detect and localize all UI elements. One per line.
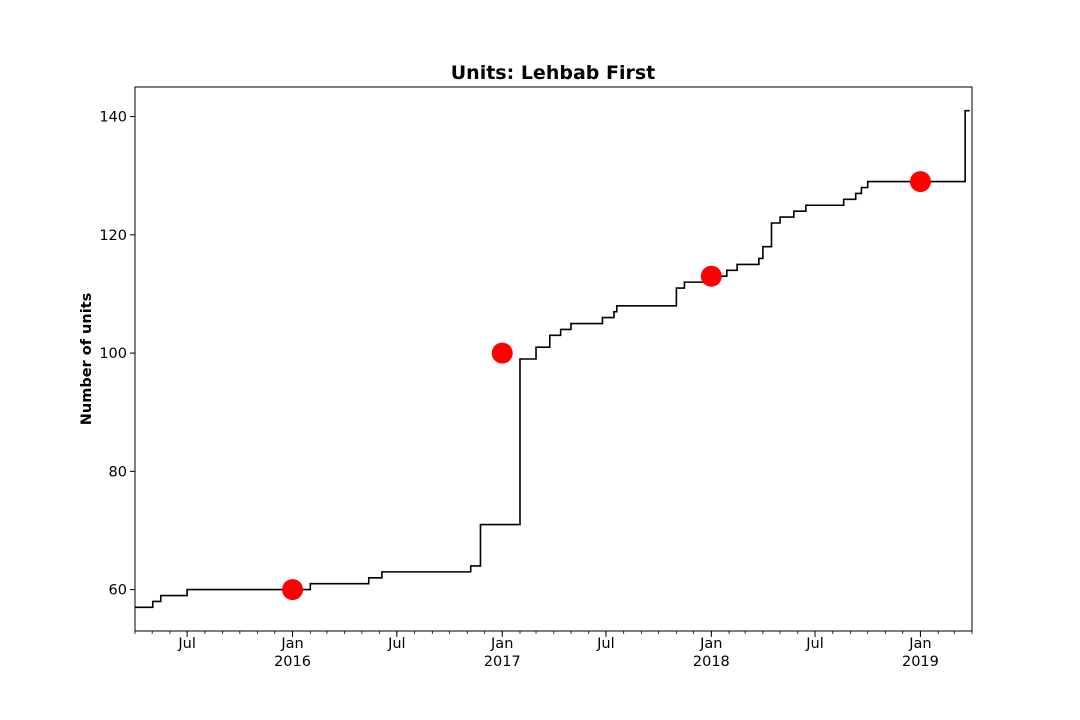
- x-tick-year-label: 2019: [902, 654, 939, 670]
- y-tick-label: 80: [109, 464, 127, 480]
- data-point: [909, 171, 931, 193]
- x-tick-year-label: 2016: [274, 654, 311, 670]
- x-tick-label: Jul: [805, 636, 824, 652]
- x-axis: Jul Jan 2016 Jul Jan 2017 Jul Jan 2018 Jul Jan 2019: [134, 631, 973, 670]
- x-tick-label: Jul: [596, 636, 615, 652]
- y-axis-label: Number of units: [79, 293, 95, 425]
- y-axis: 60 80 100 120 140: [99, 110, 135, 599]
- data-point: [282, 579, 304, 601]
- chart-title: Units: Lehbab First: [451, 62, 655, 84]
- x-tick-label: Jul: [387, 636, 406, 652]
- x-tick-year-label: 2017: [484, 654, 521, 670]
- data-point: [491, 342, 513, 364]
- data-point: [700, 265, 722, 287]
- x-tick-label: Jan: [280, 636, 303, 652]
- y-tick-label: 140: [99, 110, 127, 126]
- x-tick-year-label: 2018: [693, 654, 730, 670]
- series-step-line: [135, 109, 970, 609]
- y-tick-label: 100: [99, 346, 127, 362]
- x-tick-label: Jul: [177, 636, 196, 652]
- y-tick-label: 60: [109, 583, 127, 599]
- x-tick-label: Jan: [699, 636, 722, 652]
- x-tick-label: Jan: [908, 636, 931, 652]
- y-tick-label: 120: [99, 228, 127, 244]
- x-tick-label: Jan: [490, 636, 513, 652]
- plot-frame: [134, 86, 973, 632]
- plot-area: [135, 109, 970, 609]
